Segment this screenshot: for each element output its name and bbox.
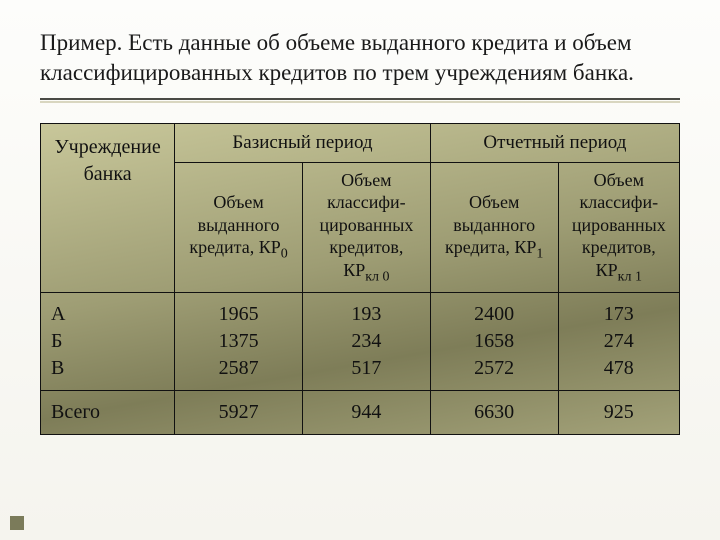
table-row-total: Всего 5927 944 6630 925 (41, 390, 680, 434)
text: кредита, КР (445, 237, 536, 257)
val: 234 (351, 330, 381, 352)
cell: 2400 1658 2572 (430, 292, 558, 390)
val: 517 (351, 357, 381, 379)
text: кредитов, (582, 237, 656, 257)
col-issued-report: Объем выданного кредита, КР1 (430, 162, 558, 292)
val: 1658 (474, 330, 514, 352)
subscript: кл 1 (618, 269, 642, 284)
label-b: Б (51, 330, 62, 352)
slide-title: Пример. Есть данные об объеме выданного … (40, 28, 680, 88)
divider-dark (40, 98, 680, 100)
header-row-1: Учреждение банка Базисный период Отчетны… (41, 123, 680, 162)
total-3: 6630 (430, 390, 558, 434)
text: Объем (469, 192, 519, 212)
corner-decoration (10, 516, 24, 530)
table-row: А Б В 1965 1375 2587 193 234 517 2400 16… (41, 292, 680, 390)
col-group-base: Базисный период (175, 123, 431, 162)
text: классифи- (327, 192, 406, 212)
subscript: 1 (536, 247, 543, 262)
text: цированных (572, 215, 666, 235)
text: Объем (341, 170, 391, 190)
label-a: А (51, 303, 65, 325)
val: 2400 (474, 303, 514, 325)
col-issued-base: Объем выданного кредита, КР0 (175, 162, 303, 292)
text: КР (596, 260, 618, 280)
text: классифи- (579, 192, 658, 212)
text: кредита, КР (189, 237, 280, 257)
text: кредитов, (329, 237, 403, 257)
val: 274 (604, 330, 634, 352)
val: 478 (604, 357, 634, 379)
subscript: 0 (281, 247, 288, 262)
val: 1375 (219, 330, 259, 352)
total-4: 925 (558, 390, 679, 434)
col-institution: Учреждение банка (41, 123, 175, 292)
val: 1965 (219, 303, 259, 325)
total-2: 944 (302, 390, 430, 434)
subscript: кл 0 (365, 269, 389, 284)
val: 2587 (219, 357, 259, 379)
col-group-report: Отчетный период (430, 123, 679, 162)
cell: 193 234 517 (302, 292, 430, 390)
val: 173 (604, 303, 634, 325)
total-1: 5927 (175, 390, 303, 434)
credit-table: Учреждение банка Базисный период Отчетны… (40, 123, 680, 435)
cell: 173 274 478 (558, 292, 679, 390)
cell: 1965 1375 2587 (175, 292, 303, 390)
col-class-base: Объем классифи- цированных кредитов, КРк… (302, 162, 430, 292)
divider-light (40, 101, 680, 103)
text: цированных (319, 215, 413, 235)
row-labels: А Б В (41, 292, 175, 390)
text: выданного (198, 215, 280, 235)
label-v: В (51, 357, 64, 379)
val: 193 (351, 303, 381, 325)
text: Объем (594, 170, 644, 190)
col-class-report: Объем классифи- цированных кредитов, КРк… (558, 162, 679, 292)
text: КР (343, 260, 365, 280)
text: Объем (213, 192, 263, 212)
val: 2572 (474, 357, 514, 379)
total-label: Всего (41, 390, 175, 434)
text: выданного (453, 215, 535, 235)
